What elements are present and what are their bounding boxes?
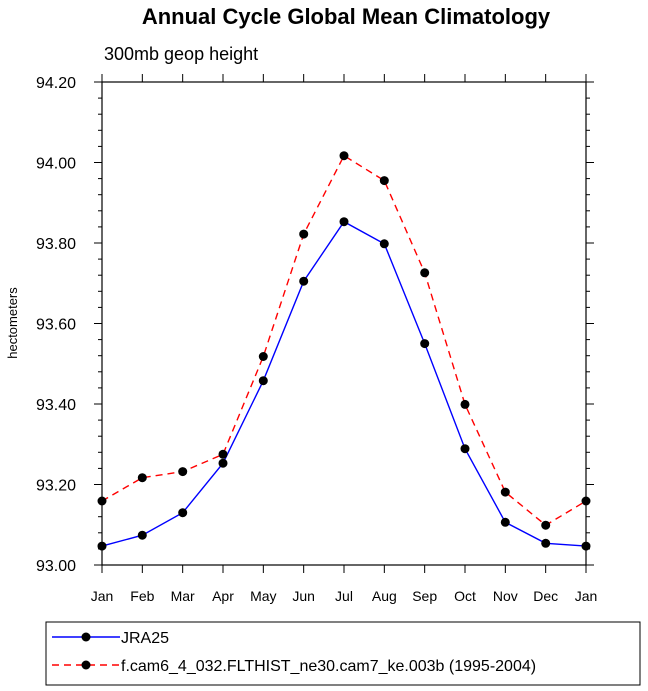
x-tick-label: Aug: [372, 588, 397, 604]
y-tick-label: 93.80: [36, 236, 76, 253]
y-axis-label: hectometers: [5, 287, 20, 359]
data-point: [420, 339, 430, 349]
x-tick-label: Jan: [91, 588, 114, 604]
x-tick-label: Jul: [335, 588, 353, 604]
x-tick-label: Dec: [533, 588, 558, 604]
legend-label-jra25: JRA25: [121, 630, 169, 647]
data-point: [541, 538, 551, 548]
legend-box: [45, 621, 641, 686]
x-tick-label: Mar: [171, 588, 195, 604]
x-tick-label: Feb: [130, 588, 154, 604]
plot-frame: [101, 81, 587, 566]
data-point: [299, 276, 309, 286]
data-point: [460, 444, 470, 454]
y-tick-label: 94.00: [36, 156, 76, 173]
y-tick-label: 93.40: [36, 397, 76, 414]
y-tick-label: 93.60: [36, 317, 76, 334]
x-tick-label: Jun: [292, 588, 315, 604]
chart-title: Annual Cycle Global Mean Climatology: [142, 4, 551, 29]
data-point: [137, 473, 147, 483]
data-point: [339, 217, 349, 227]
data-point: [379, 176, 389, 186]
x-tick-label: May: [250, 588, 276, 604]
legend-marker-cam: [81, 660, 91, 670]
x-tick-label: Nov: [493, 588, 518, 604]
data-point: [178, 508, 188, 518]
series-line-0: [101, 220, 587, 547]
data-point: [218, 458, 228, 468]
x-tick-label: Apr: [212, 588, 234, 604]
x-tick-label: Oct: [454, 588, 476, 604]
data-point: [500, 487, 510, 497]
x-tick-label: Jan: [575, 588, 598, 604]
y-tick-label: 93.00: [36, 558, 76, 575]
data-point: [541, 520, 551, 530]
y-tick-label: 93.20: [36, 478, 76, 495]
data-point: [137, 530, 147, 540]
data-point: [500, 517, 510, 527]
data-point: [299, 229, 309, 239]
legend-label-cam: f.cam6_4_032.FLTHIST_ne30.cam7_ke.003b (…: [121, 658, 536, 675]
chart-subtitle: 300mb geop height: [104, 44, 258, 64]
legend-marker-jra25: [81, 632, 91, 642]
data-point: [218, 449, 228, 459]
y-tick-label: 94.20: [36, 75, 76, 92]
data-point: [258, 376, 268, 386]
legend: JRA25 f.cam6_4_032.FLTHIST_ne30.cam7_ke.…: [45, 621, 641, 686]
series-line-1: [101, 154, 587, 527]
data-point: [339, 151, 349, 161]
data-point: [460, 399, 470, 409]
data-point: [258, 352, 268, 361]
data-point: [379, 239, 389, 249]
data-point: [420, 268, 430, 278]
data-point: [178, 467, 188, 477]
x-tick-label: Sep: [412, 588, 437, 604]
